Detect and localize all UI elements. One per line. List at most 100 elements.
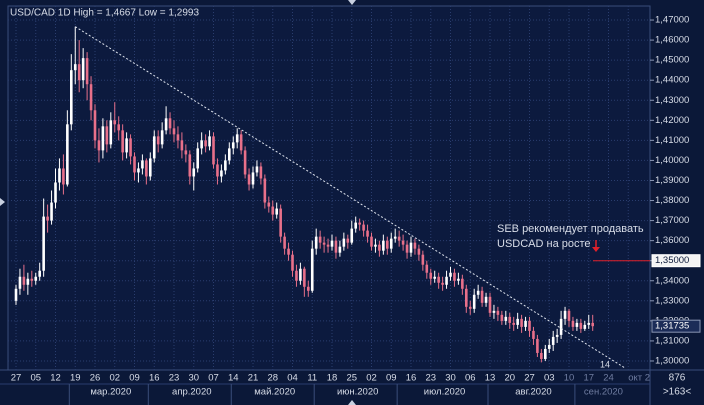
candle-body	[89, 84, 93, 111]
candle-body	[401, 240, 405, 245]
candle-body	[330, 240, 334, 247]
candle-body	[101, 126, 105, 151]
candle-body	[109, 120, 113, 145]
y-tick-label: 1,37000	[655, 215, 689, 226]
month-label: мар.2020	[90, 387, 131, 398]
annotation: USDCAD на росте	[497, 238, 591, 250]
footer-text: >163<	[663, 387, 692, 398]
x-tick-label: 28	[267, 373, 278, 384]
candle-body	[540, 352, 543, 359]
candle-body	[555, 334, 559, 337]
candle-body	[66, 124, 69, 185]
candle-body	[334, 240, 338, 253]
candle-body	[267, 202, 271, 207]
y-tick-label: 1,36000	[655, 235, 689, 246]
candle-body	[587, 322, 591, 325]
month-label: июн.2020	[337, 387, 378, 398]
candle-body	[160, 130, 164, 145]
marks	[14, 26, 650, 369]
y-tick-label: 1,43000	[655, 95, 689, 106]
scroll-marker[interactable]	[0, 198, 5, 206]
candle-body	[528, 320, 531, 331]
candle-body	[141, 160, 144, 169]
candle-body	[433, 276, 436, 279]
candle-body	[231, 142, 235, 149]
x-tick-label: 11	[307, 373, 317, 384]
y-tick-label: 1,30000	[655, 355, 689, 366]
x-tick-label: 20	[504, 373, 515, 384]
candle-body	[346, 238, 350, 243]
candle-body	[22, 276, 26, 285]
x-tick-label: 21	[248, 373, 259, 384]
candle-body	[405, 244, 409, 253]
candle-body	[220, 170, 223, 177]
candle-body	[77, 64, 81, 81]
price-label-box	[651, 319, 701, 333]
candle-body	[164, 118, 168, 131]
candle-body	[275, 208, 278, 215]
candle-body	[125, 138, 128, 153]
candle-body	[188, 154, 192, 177]
candle-body	[504, 316, 508, 321]
candle-body	[271, 206, 275, 215]
candle-body	[370, 236, 373, 247]
x-tick-label: 12	[50, 373, 61, 384]
annotation: SEB рекомендует продавать	[497, 223, 644, 235]
corner-text: 14	[600, 359, 610, 369]
candle-body	[184, 150, 188, 155]
candle-body	[310, 248, 314, 291]
candle-body	[378, 244, 381, 251]
candle-body	[259, 166, 263, 179]
x-tick-label: 24	[603, 373, 614, 384]
candle-body	[441, 282, 444, 285]
x-tick-label: 26	[90, 373, 101, 384]
candle-body	[50, 202, 53, 221]
x-tick-label: 30	[445, 373, 456, 384]
y-tick-label: 1,44000	[655, 75, 689, 86]
candle-body	[571, 320, 575, 327]
candle-body	[212, 136, 215, 165]
scroll-marker[interactable]	[348, 400, 356, 405]
candle-body	[354, 222, 357, 229]
candle-body	[445, 276, 448, 285]
x-tick-label: 27	[524, 373, 535, 384]
candle-body	[208, 136, 211, 147]
footer-text: 876	[669, 373, 686, 384]
candle-body	[362, 224, 365, 231]
x-tick-label: 23	[425, 373, 436, 384]
x-tick-label: 02	[366, 373, 377, 384]
month-label: апр.2020	[172, 387, 211, 398]
candle-body	[516, 318, 519, 325]
y-tick-label: 1,40000	[655, 155, 689, 166]
candle-body	[204, 140, 207, 147]
candle-body	[46, 216, 49, 221]
candle-body	[133, 156, 136, 173]
candle-body	[283, 236, 286, 249]
candle-body	[180, 140, 184, 151]
candle-body	[291, 254, 294, 271]
y-tick-label: 1,31000	[655, 335, 689, 346]
candle-body	[508, 316, 512, 323]
price-label: 1,35000	[655, 255, 689, 266]
x-tick-label: 14	[228, 373, 239, 384]
scroll-marker[interactable]	[348, 0, 356, 5]
candle-body	[152, 136, 156, 159]
candle-body	[287, 248, 290, 255]
price-label-box	[651, 254, 701, 268]
candle-body	[421, 254, 425, 265]
x-tick-label: 07	[208, 373, 219, 384]
candle-body	[393, 236, 397, 239]
candle-body	[200, 140, 203, 149]
candle-body	[38, 270, 41, 277]
y-tick-label: 1,34000	[655, 275, 689, 286]
candle-body	[26, 278, 30, 285]
candle-body	[547, 344, 551, 349]
y-tick-label: 1,42000	[655, 115, 689, 126]
y-tick-label: 1,41000	[655, 135, 689, 146]
candle-body	[307, 286, 310, 291]
candle-body	[524, 320, 527, 327]
candle-body	[73, 64, 77, 71]
x-tick-label: 30	[188, 373, 199, 384]
x-tick-label: 18	[327, 373, 338, 384]
